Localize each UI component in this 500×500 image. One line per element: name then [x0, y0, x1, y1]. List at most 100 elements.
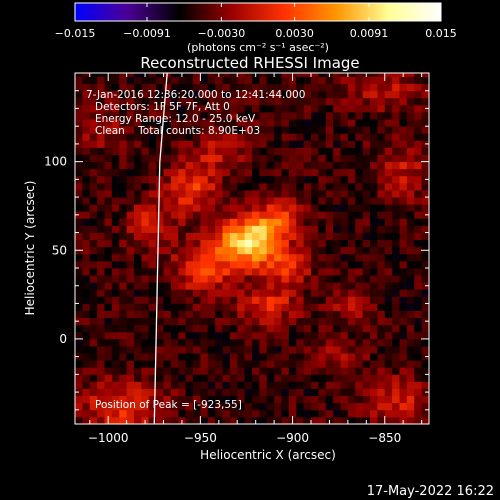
heatmap-cell	[207, 324, 216, 333]
heatmap-cell	[89, 317, 98, 326]
heatmap-cell	[296, 190, 305, 198]
heatmap-cell	[170, 190, 179, 198]
heatmap-cell	[288, 211, 297, 219]
heatmap-cell	[266, 112, 275, 120]
heatmap-cell	[281, 246, 290, 255]
heatmap-cell	[370, 232, 378, 241]
heatmap-cell	[97, 353, 105, 361]
heatmap-cell	[399, 381, 408, 389]
heatmap-cell	[215, 296, 223, 304]
heatmap-cell	[252, 182, 260, 191]
heatmap-cell	[141, 409, 150, 418]
heatmap-cell	[119, 416, 128, 425]
heatmap-cell	[170, 104, 179, 113]
heatmap-cell	[229, 402, 238, 411]
heatmap-cell	[384, 76, 393, 85]
heatmap-cell	[104, 360, 113, 368]
heatmap-cell	[141, 190, 150, 198]
heatmap-cell	[229, 367, 238, 375]
heatmap-cell	[288, 246, 297, 255]
heatmap-cell	[274, 182, 282, 191]
heatmap-cell	[355, 246, 364, 255]
heatmap-cell	[406, 268, 415, 276]
heatmap-cell	[237, 154, 246, 163]
heatmap-cell	[141, 197, 150, 205]
heatmap-cell	[111, 346, 120, 354]
heatmap-cell	[185, 353, 194, 361]
heatmap-cell	[126, 175, 135, 184]
heatmap-cell	[347, 161, 356, 170]
heatmap-cell	[414, 374, 423, 382]
heatmap-cell	[104, 140, 113, 148]
heatmap-cell	[296, 168, 305, 177]
heatmap-cell	[75, 182, 83, 191]
heatmap-cell	[252, 388, 260, 397]
heatmap-cell	[296, 218, 305, 226]
heatmap-cell	[163, 83, 172, 92]
heatmap-cell	[347, 416, 356, 425]
heatmap-cell	[89, 97, 98, 106]
heatmap-cell	[104, 253, 113, 262]
heatmap-cell	[163, 402, 172, 411]
heatmap-cell	[384, 161, 393, 170]
heatmap-cell	[97, 268, 105, 276]
heatmap-cell	[252, 104, 260, 113]
heatmap-cell	[325, 317, 334, 326]
heatmap-cell	[89, 211, 98, 219]
heatmap-cell	[325, 232, 334, 241]
heatmap-cell	[288, 133, 297, 141]
heatmap-cell	[134, 402, 142, 411]
heatmap-cell	[333, 395, 341, 404]
heatmap-cell	[421, 126, 430, 134]
heatmap-cell	[274, 296, 282, 304]
heatmap-cell	[347, 402, 356, 411]
heatmap-cell	[119, 190, 128, 198]
heatmap-cell	[288, 175, 297, 184]
heatmap-cell	[362, 225, 371, 233]
heatmap-cell	[421, 232, 430, 241]
heatmap-cell	[288, 225, 297, 233]
heatmap-cell	[281, 133, 290, 141]
heatmap-cell	[266, 218, 275, 226]
heatmap-cell	[281, 218, 290, 226]
heatmap-cell	[178, 338, 187, 347]
heatmap-cell	[421, 161, 430, 170]
heatmap-cell	[347, 168, 356, 177]
heatmap-cell	[340, 119, 349, 127]
heatmap-cell	[215, 388, 223, 397]
heatmap-cell	[141, 374, 150, 382]
heatmap-cell	[281, 154, 290, 163]
heatmap-cell	[119, 353, 128, 361]
heatmap-cell	[193, 346, 201, 354]
heatmap-cell	[392, 388, 400, 397]
heatmap-cell	[333, 168, 341, 177]
heatmap-cell	[318, 154, 327, 163]
heatmap-cell	[148, 140, 157, 148]
heatmap-cell	[355, 119, 364, 127]
heatmap-cell	[392, 416, 400, 425]
heatmap-cell	[421, 97, 430, 106]
heatmap-cell	[340, 409, 349, 418]
heatmap-cell	[259, 190, 268, 198]
heatmap-cell	[111, 225, 120, 233]
heatmap-cell	[384, 232, 393, 241]
heatmap-cell	[126, 353, 135, 361]
heatmap-cell	[414, 133, 423, 141]
heatmap-cell	[362, 211, 371, 219]
heatmap-cell	[370, 303, 378, 311]
heatmap-cell	[399, 232, 408, 241]
heatmap-cell	[311, 402, 319, 411]
heatmap-cell	[193, 182, 201, 191]
heatmap-cell	[421, 190, 430, 198]
heatmap-cell	[414, 296, 423, 304]
heatmap-cell	[355, 416, 364, 425]
heatmap-cell	[170, 388, 179, 397]
heatmap-cell	[281, 268, 290, 276]
heatmap-cell	[222, 190, 231, 198]
heatmap-cell	[318, 246, 327, 255]
heatmap-cell	[111, 303, 120, 311]
heatmap-cell	[207, 119, 216, 127]
heatmap-cell	[355, 140, 364, 148]
heatmap-cell	[355, 388, 364, 397]
heatmap-cell	[185, 239, 194, 248]
